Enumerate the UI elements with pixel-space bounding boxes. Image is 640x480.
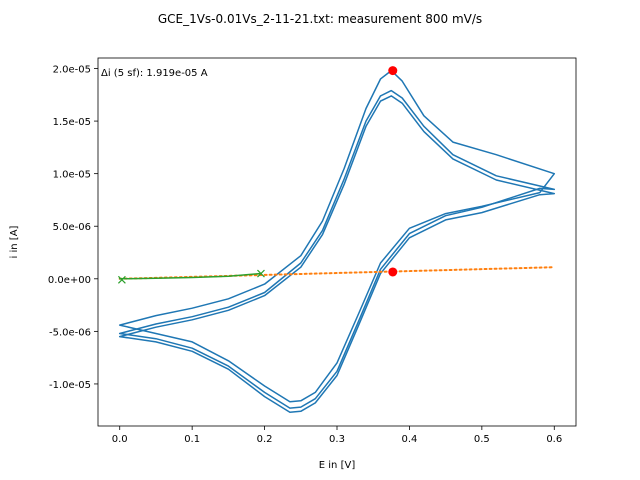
fit-endpoint-marker-0 [117,275,126,284]
y-tick-label: 5.0e-06 [53,222,91,233]
y-tick-label: 1.0e-05 [53,170,91,181]
y-axis-label: i in [A] [9,225,20,258]
x-tick-label: 0.0 [112,434,128,445]
x-tick-label: 0.6 [546,434,562,445]
x-tick-label: 0.4 [401,434,417,445]
y-tick-label: -1.0e-05 [49,380,91,391]
y-tick-label: -5.0e-06 [49,327,91,338]
x-tick-label: 0.3 [329,434,345,445]
x-axis-label: E in [V] [319,460,356,471]
y-axis-ticks: -1.0e-05 -5.0e-06 0.0e+00 5.0e-06 1.0e-05 1.5… [48,65,98,391]
delta-i-annotation: Δi (5 sf): 1.919e-05 A [101,68,208,79]
y-tick-label: 2.0e-05 [53,65,91,76]
peak-marker-0 [388,66,398,76]
y-tick-label: 1.5e-05 [53,117,91,128]
x-tick-label: 0.1 [184,434,200,445]
cycle-series-1 [118,89,556,409]
x-tick-label: 0.5 [474,434,490,445]
chart-title: GCE_1Vs-0.01Vs_2-11-21.txt: measurement … [158,12,482,26]
fit-series-4 [118,272,262,280]
cycle-series-0 [118,69,556,403]
cycle-series-2 [118,95,556,414]
x-tick-label: 0.2 [257,434,273,445]
y-tick-label: 0.0e+00 [48,275,91,286]
x-axis-ticks: 0.0 0.1 0.2 0.3 0.4 0.5 0.6 [112,426,562,445]
fit-endpoint-marker-1 [257,269,265,278]
peak-marker-1 [388,267,398,277]
plot-area [117,66,556,414]
